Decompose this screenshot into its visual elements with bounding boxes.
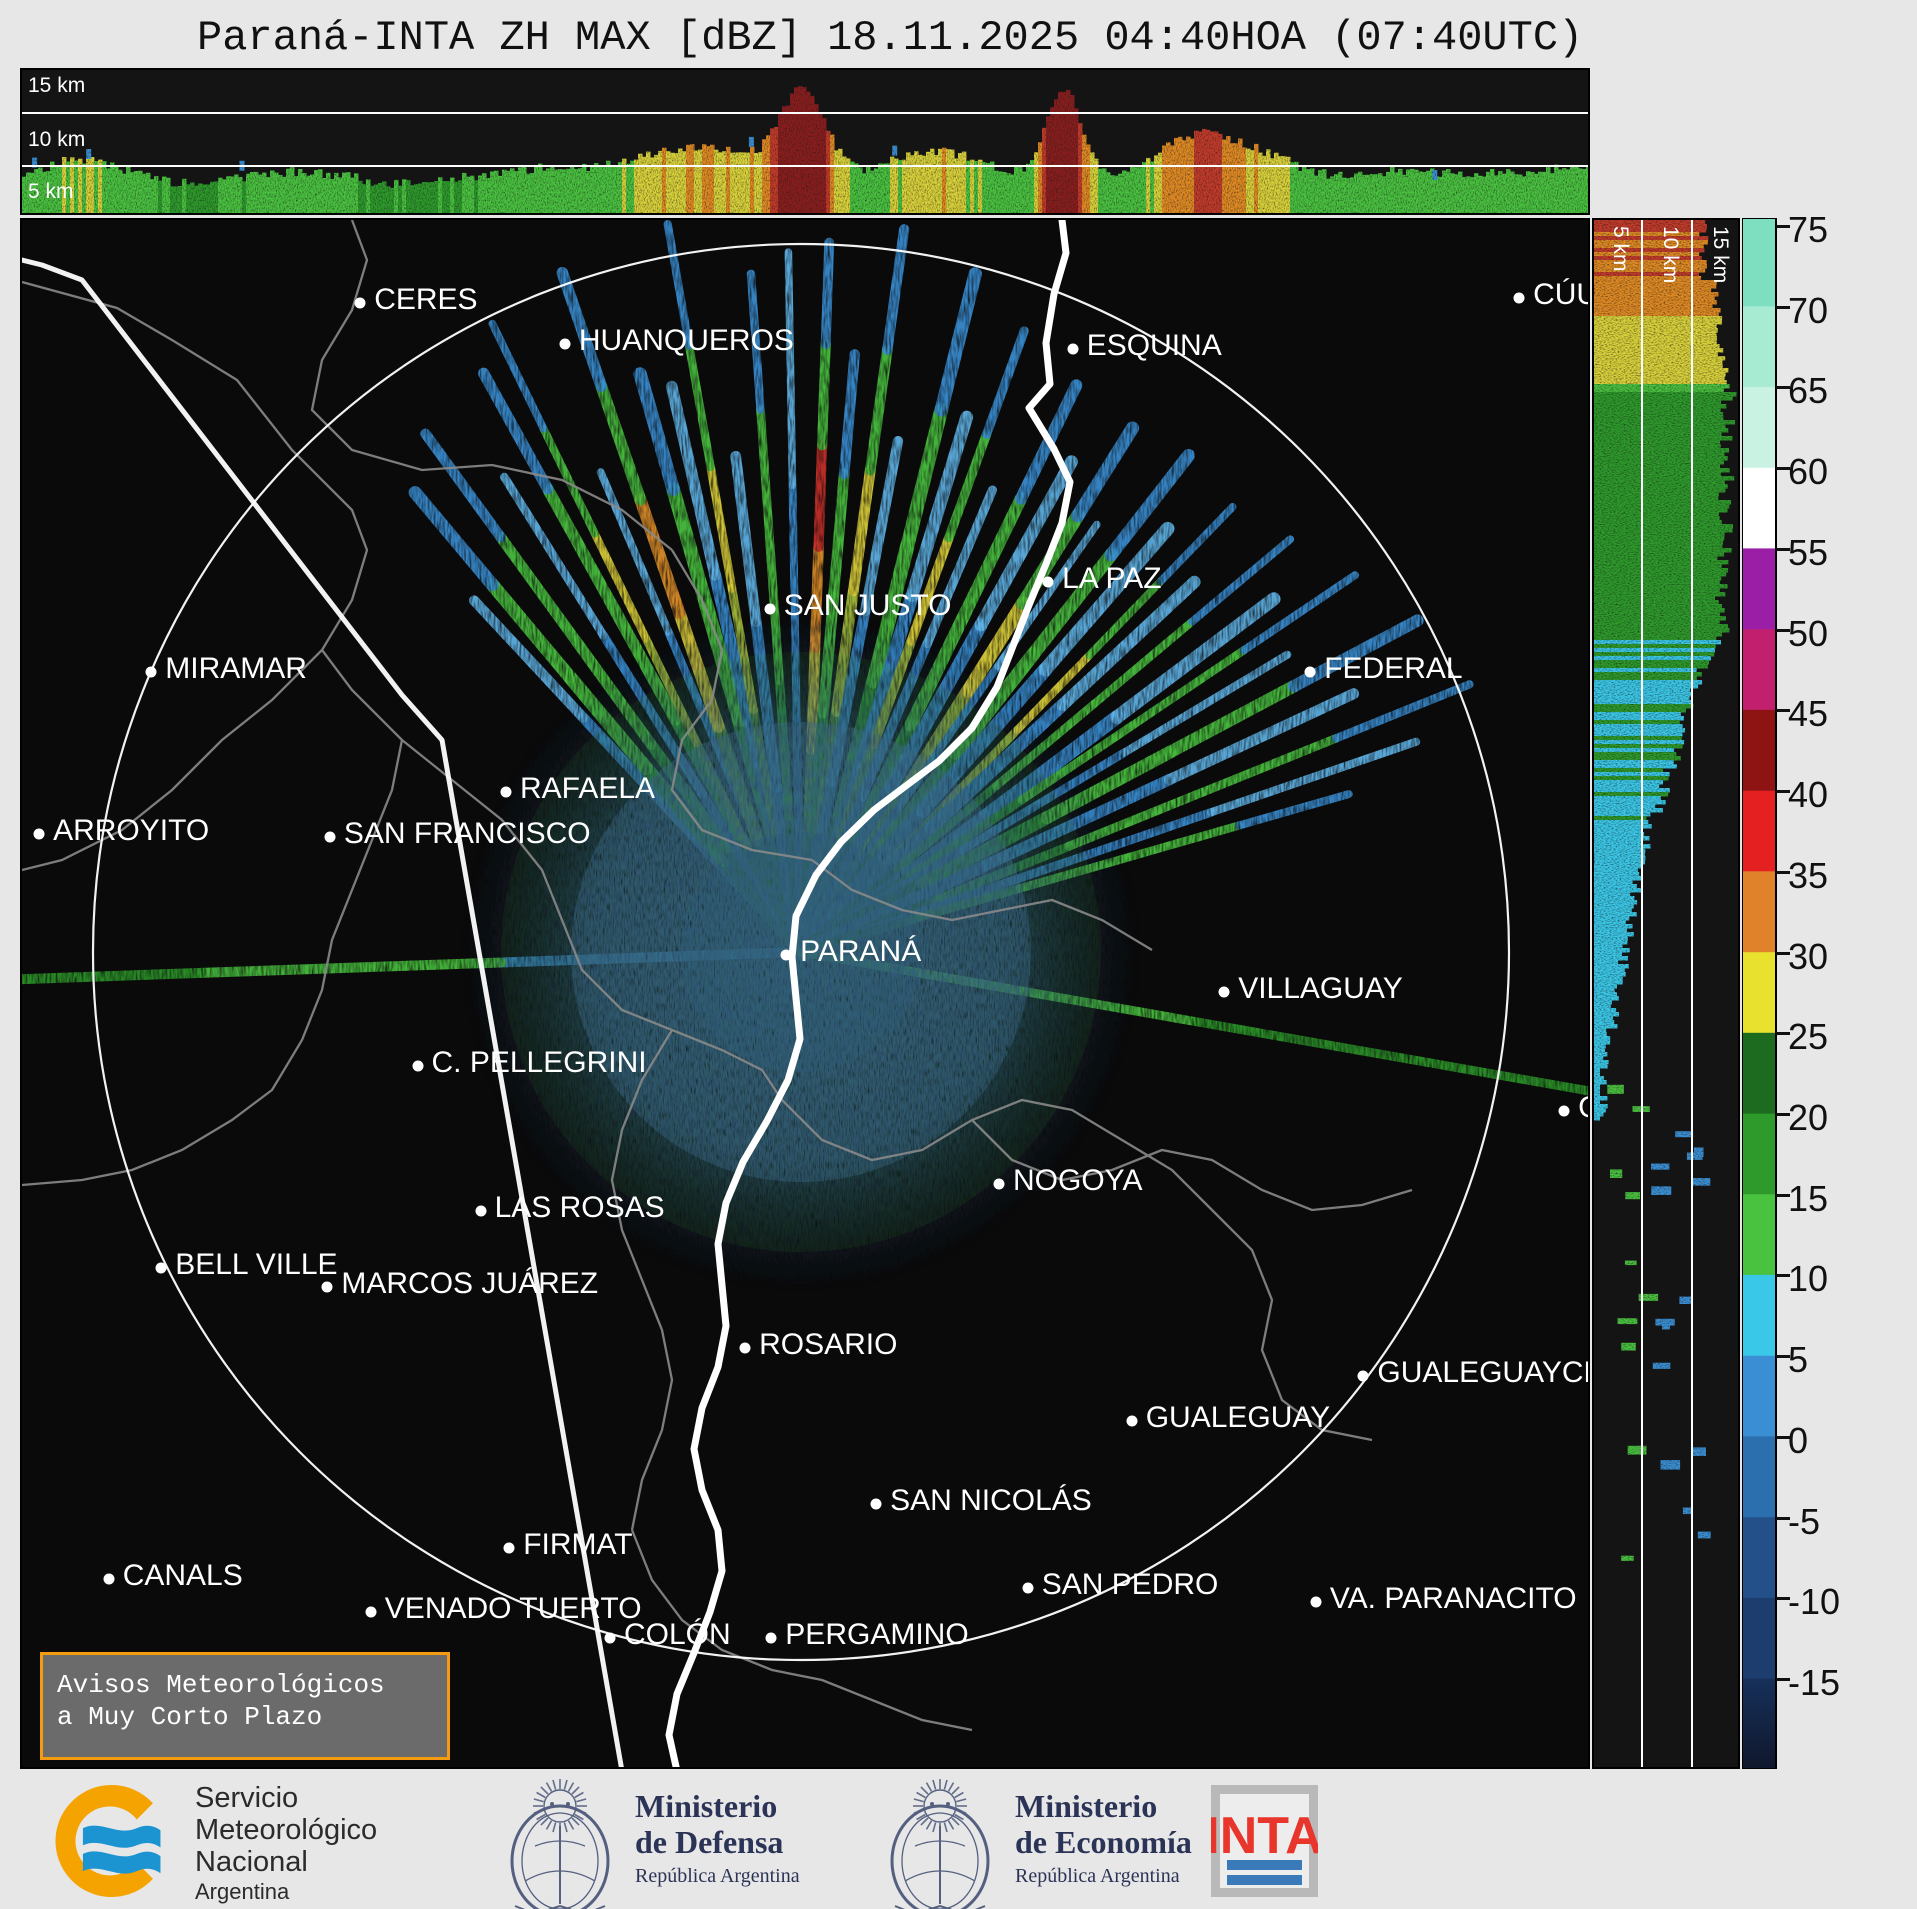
svg-text:INTA: INTA [1211,1807,1318,1865]
